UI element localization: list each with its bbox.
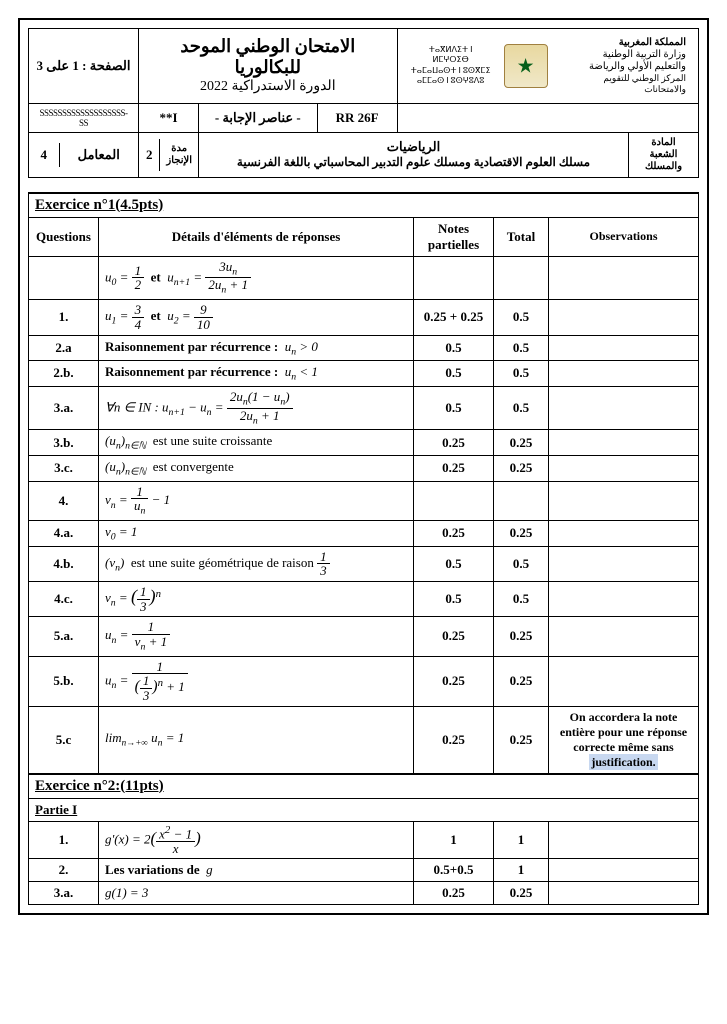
amazigh-line: ⵜⴰⴳⵍⴷⵉⵜ ⵏ ⵍⵎⵖⵔⵉⴱ [410, 45, 492, 66]
ministry-block: المملكة المغربية وزارة التربية الوطنية و… [554, 33, 692, 99]
cell-details: g'(x) = 2(x2 − 1x) [99, 821, 414, 859]
cell-details: (un)n∈ℕ est convergente [99, 455, 414, 481]
table-row: u0 = 12 et un+1 = 3un2un + 1 [29, 256, 699, 300]
ministry-line: المركز الوطني للتقويم والامتحانات [560, 73, 686, 95]
exam-session: الدورة الاستدراكية 2022 [145, 78, 391, 95]
col-notes: Notes partielles [414, 217, 494, 256]
col-total: Total [494, 217, 549, 256]
amazigh-block: ⵜⴰⴳⵍⴷⵉⵜ ⵏ ⵍⵎⵖⵔⵉⴱ ⵜⴰⵎⴰⵡⴰⵙⵜ ⵏ ⵓⵙⴳⵎⵉ ⴰⵎⵎⴰⵙ … [404, 33, 498, 99]
table-row: 2. Les variations de g 0.5+0.5 1 [29, 859, 699, 882]
exercise1-title: Exercice n°1(4.5pts) [29, 193, 699, 218]
answer-elements-label: - عناصر الإجابة - [199, 103, 318, 132]
col-questions: Questions [29, 217, 99, 256]
table-row: 3.a. ∀n ∈ IN : un+1 − un = 2un(1 − un)2u… [29, 386, 699, 430]
coef-label: المعامل [59, 143, 138, 167]
answers-table: Exercice n°1(4.5pts) Questions Détails d… [28, 192, 699, 906]
col-observations: Observations [549, 217, 699, 256]
amazigh-line: ⵜⴰⵎⴰⵡⴰⵙⵜ ⵏ ⵓⵙⴳⵎⵉ [410, 66, 492, 76]
coef-value: 4 [29, 143, 59, 167]
observation-note: On accordera la note entière pour une ré… [549, 706, 699, 774]
table-row: 3.b. (un)n∈ℕ est une suite croissante 0.… [29, 430, 699, 456]
table-row: 1. g'(x) = 2(x2 − 1x) 1 1 [29, 821, 699, 859]
duration-value: 2 [139, 139, 160, 171]
exercise2-title: Exercice n°2:(11pts) [29, 774, 699, 799]
cell-details: vn = 1un − 1 [99, 481, 414, 520]
observation-highlight: justification. [589, 754, 657, 770]
header-table: الصفحة : 1 على 3 الامتحان الوطني الموحد … [28, 28, 699, 178]
cell-details: limn→+∞ un = 1 [99, 706, 414, 774]
cell-details: ∀n ∈ IN : un+1 − un = 2un(1 − un)2un + 1 [99, 386, 414, 430]
exam-title: الامتحان الوطني الموحد للبكالوريا [145, 36, 391, 78]
amazigh-line: ⴰⵎⵎⴰⵙ ⵏ ⵓⵙⵖⵓⴷⵓ [410, 76, 492, 86]
cell-details: Raisonnement par récurrence : un < 1 [99, 361, 414, 387]
table-row: 4.b. (vn) est une suite géométrique de r… [29, 546, 699, 581]
code-serial: SSSSSSSSSSSSSSSSSSS-SS [29, 103, 139, 132]
table-row: 4.c. vn = (13)n 0.5 0.5 [29, 581, 699, 616]
col-details: Détails d'éléments de réponses [99, 217, 414, 256]
cell-details: v0 = 1 [99, 521, 414, 547]
table-row: 5.b. un = 1 (13)n + 1 0.25 0.25 [29, 656, 699, 706]
cell-details: u0 = 12 et un+1 = 3un2un + 1 [99, 256, 414, 300]
page-frame: الصفحة : 1 على 3 الامتحان الوطني الموحد … [18, 18, 709, 915]
track-label: الشعبة والمسلك [635, 149, 692, 173]
cell-details: (vn) est une suite géométrique de raison… [99, 546, 414, 581]
exam-code: RR 26F [317, 103, 397, 132]
table-row: 1. u1 = 34 et u2 = 910 0.25 + 0.25 0.5 [29, 300, 699, 335]
cell-details: Raisonnement par récurrence : un > 0 [99, 335, 414, 361]
table-row: 5.c limn→+∞ un = 1 0.25 0.25 On accorder… [29, 706, 699, 774]
cell-details: u1 = 34 et u2 = 910 [99, 300, 414, 335]
ministry-line: والتعليم الأولي والرياضة [560, 61, 686, 73]
cell-details: vn = (13)n [99, 581, 414, 616]
table-row: 3.c. (un)n∈ℕ est convergente 0.25 0.25 [29, 455, 699, 481]
subject-label: المادة [635, 137, 692, 149]
cell-details: un = 1vn + 1 [99, 617, 414, 656]
coat-of-arms-icon [504, 44, 548, 88]
ministry-line: وزارة التربية الوطنية [560, 49, 686, 61]
table-row: 2.a Raisonnement par récurrence : un > 0… [29, 335, 699, 361]
table-row: 3.a. g(1) = 3 0.25 0.25 [29, 882, 699, 905]
table-row: 2.b. Raisonnement par récurrence : un < … [29, 361, 699, 387]
code-star: **I [139, 103, 199, 132]
partie-label: Partie I [29, 798, 699, 821]
page-number: الصفحة : 1 على 3 [29, 29, 139, 104]
table-row: 4.a. v0 = 1 0.25 0.25 [29, 521, 699, 547]
cell-details: (un)n∈ℕ est une suite croissante [99, 430, 414, 456]
table-row: 4. vn = 1un − 1 [29, 481, 699, 520]
duration-label: مدة الإنجاز [160, 139, 198, 171]
subject-track: مسلك العلوم الاقتصادية ومسلك علوم التدبي… [205, 155, 622, 170]
ministry-line: المملكة المغربية [560, 37, 686, 49]
table-row: 5.a. un = 1vn + 1 0.25 0.25 [29, 617, 699, 656]
subject-name: الرياضيات [205, 139, 622, 155]
cell-details: g(1) = 3 [99, 882, 414, 905]
cell-details: un = 1 (13)n + 1 [99, 656, 414, 706]
cell-details: Les variations de g [99, 859, 414, 882]
